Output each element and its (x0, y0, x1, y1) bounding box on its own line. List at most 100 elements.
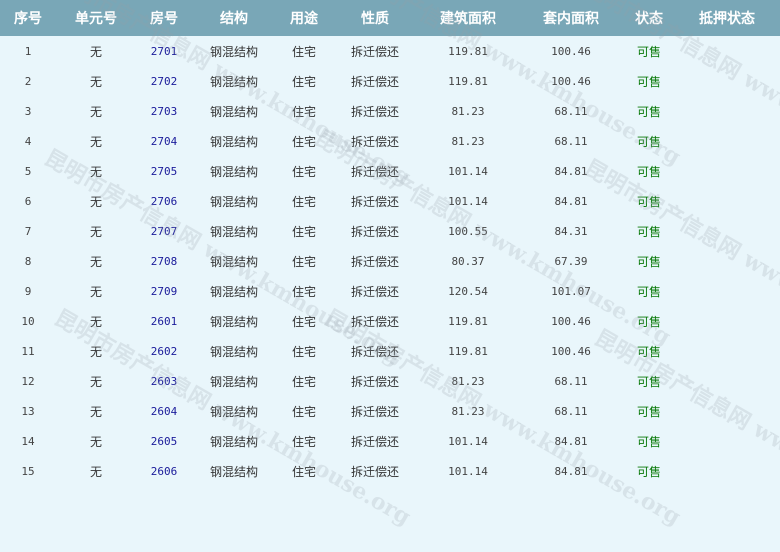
cell-build-area: 120.54 (448, 284, 488, 298)
cell-inner-area: 68.11 (554, 104, 588, 118)
table-row: 8 无 2708 钢混结构 住宅 拆迁偿还 80.37 67.39 可售 (0, 246, 780, 276)
cell-mortgage (674, 366, 780, 396)
table-row: 11 无 2602 钢混结构 住宅 拆迁偿还 119.81 100.46 可售 (0, 336, 780, 366)
cell-build-area: 81.23 (451, 134, 485, 148)
cell-unit: 无 (89, 314, 102, 329)
cell-nature: 拆迁偿还 (350, 194, 399, 209)
cell-room[interactable]: 2604 (150, 404, 178, 418)
cell-structure: 钢混结构 (209, 74, 258, 89)
cell-seq: 6 (24, 194, 32, 208)
cell-seq: 10 (21, 314, 35, 328)
cell-nature: 拆迁偿还 (350, 134, 399, 149)
cell-nature: 拆迁偿还 (350, 224, 399, 239)
cell-nature: 拆迁偿还 (350, 314, 399, 329)
cell-room[interactable]: 2701 (150, 44, 178, 58)
cell-room[interactable]: 2705 (150, 164, 178, 178)
cell-inner-area: 84.31 (554, 224, 588, 238)
cell-inner-area: 84.81 (554, 434, 588, 448)
cell-usage: 住宅 (291, 164, 316, 179)
cell-room[interactable]: 2602 (150, 344, 178, 358)
cell-seq: 5 (24, 164, 32, 178)
cell-inner-area: 68.11 (554, 374, 588, 388)
cell-seq: 1 (24, 44, 32, 58)
cell-usage: 住宅 (291, 44, 316, 59)
cell-usage: 住宅 (291, 404, 316, 419)
cell-usage: 住宅 (291, 434, 316, 449)
cell-room[interactable]: 2606 (150, 464, 178, 478)
cell-structure: 钢混结构 (209, 134, 258, 149)
cell-room[interactable]: 2704 (150, 134, 178, 148)
table-header: 序号 单元号 房号 结构 用途 性质 建筑面积 套内面积 状态 抵押状态 (0, 0, 780, 36)
cell-unit: 无 (89, 374, 102, 389)
cell-status: 可售 (636, 164, 661, 179)
cell-build-area: 101.14 (448, 194, 488, 208)
cell-structure: 钢混结构 (209, 434, 258, 449)
cell-room[interactable]: 2603 (150, 374, 178, 388)
cell-usage: 住宅 (291, 194, 316, 209)
cell-room[interactable]: 2702 (150, 74, 178, 88)
cell-seq: 9 (24, 284, 32, 298)
cell-room[interactable]: 2709 (150, 284, 178, 298)
cell-inner-area: 100.46 (551, 344, 591, 358)
cell-seq: 13 (21, 404, 35, 418)
cell-inner-area: 68.11 (554, 134, 588, 148)
cell-nature: 拆迁偿还 (350, 164, 399, 179)
cell-room[interactable]: 2707 (150, 224, 178, 238)
cell-build-area: 119.81 (448, 344, 488, 358)
cell-room[interactable]: 2601 (150, 314, 178, 328)
cell-room[interactable]: 2706 (150, 194, 178, 208)
cell-usage: 住宅 (291, 224, 316, 239)
cell-build-area: 81.23 (451, 404, 485, 418)
cell-build-area: 81.23 (451, 104, 485, 118)
cell-mortgage (674, 126, 780, 156)
cell-nature: 拆迁偿还 (350, 434, 399, 449)
table-row: 2 无 2702 钢混结构 住宅 拆迁偿还 119.81 100.46 可售 (0, 66, 780, 96)
table-row: 5 无 2705 钢混结构 住宅 拆迁偿还 101.14 84.81 可售 (0, 156, 780, 186)
header-seq: 序号 (0, 0, 56, 36)
cell-status: 可售 (636, 254, 661, 269)
cell-unit: 无 (89, 434, 102, 449)
table-row: 10 无 2601 钢混结构 住宅 拆迁偿还 119.81 100.46 可售 (0, 306, 780, 336)
header-mortgage: 抵押状态 (674, 0, 780, 36)
table-row: 4 无 2704 钢混结构 住宅 拆迁偿还 81.23 68.11 可售 (0, 126, 780, 156)
cell-mortgage (674, 66, 780, 96)
cell-build-area: 119.81 (448, 44, 488, 58)
cell-status: 可售 (636, 314, 661, 329)
cell-build-area: 80.37 (451, 254, 485, 268)
cell-nature: 拆迁偿还 (350, 74, 399, 89)
cell-unit: 无 (89, 464, 102, 479)
table-row: 9 无 2709 钢混结构 住宅 拆迁偿还 120.54 101.07 可售 (0, 276, 780, 306)
header-unit: 单元号 (56, 0, 136, 36)
cell-mortgage (674, 246, 780, 276)
table-row: 3 无 2703 钢混结构 住宅 拆迁偿还 81.23 68.11 可售 (0, 96, 780, 126)
cell-structure: 钢混结构 (209, 344, 258, 359)
cell-status: 可售 (636, 74, 661, 89)
cell-unit: 无 (89, 254, 102, 269)
cell-mortgage (674, 426, 780, 456)
cell-build-area: 101.14 (448, 434, 488, 448)
cell-status: 可售 (636, 224, 661, 239)
cell-mortgage (674, 396, 780, 426)
cell-mortgage (674, 306, 780, 336)
cell-structure: 钢混结构 (209, 314, 258, 329)
cell-room[interactable]: 2708 (150, 254, 178, 268)
cell-mortgage (674, 216, 780, 246)
cell-structure: 钢混结构 (209, 164, 258, 179)
cell-room[interactable]: 2605 (150, 434, 178, 448)
cell-build-area: 119.81 (448, 314, 488, 328)
header-inner-area: 套内面积 (518, 0, 624, 36)
cell-mortgage (674, 276, 780, 306)
cell-unit: 无 (89, 344, 102, 359)
cell-room[interactable]: 2703 (150, 104, 178, 118)
cell-usage: 住宅 (291, 104, 316, 119)
table-row: 13 无 2604 钢混结构 住宅 拆迁偿还 81.23 68.11 可售 (0, 396, 780, 426)
cell-usage: 住宅 (291, 374, 316, 389)
cell-usage: 住宅 (291, 314, 316, 329)
cell-unit: 无 (89, 74, 102, 89)
cell-inner-area: 68.11 (554, 404, 588, 418)
cell-inner-area: 101.07 (551, 284, 591, 298)
cell-nature: 拆迁偿还 (350, 254, 399, 269)
cell-nature: 拆迁偿还 (350, 44, 399, 59)
cell-seq: 15 (21, 464, 35, 478)
cell-seq: 2 (24, 74, 32, 88)
